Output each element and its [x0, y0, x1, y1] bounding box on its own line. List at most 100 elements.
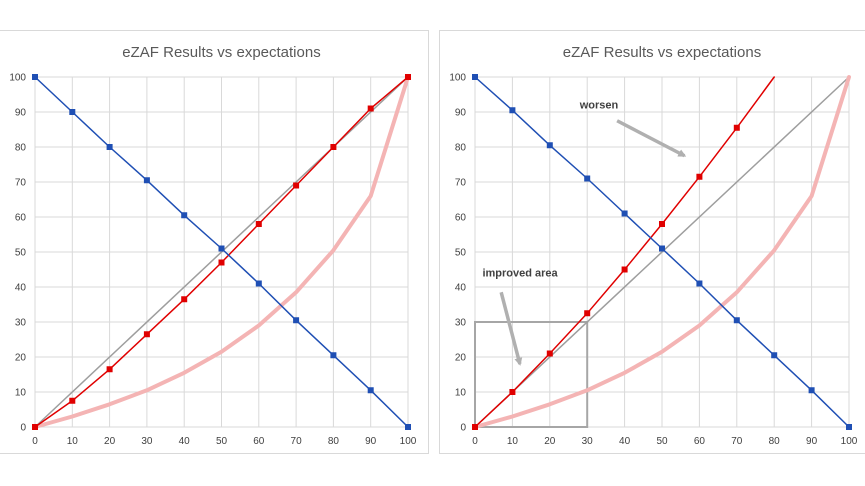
series-point-3 — [808, 387, 815, 394]
series-point-3 — [405, 424, 411, 430]
series-point-2 — [330, 144, 337, 150]
series-point-3 — [546, 142, 553, 149]
annotation-arrow — [616, 119, 687, 158]
series-point-2 — [621, 266, 628, 273]
annotation-label: worsen — [579, 100, 619, 112]
series-line-1 — [473, 75, 851, 429]
series-point-3 — [584, 175, 591, 182]
x-tick-label: 40 — [619, 436, 631, 447]
y-tick-label: 10 — [15, 388, 27, 399]
y-tick-label: 100 — [449, 73, 466, 84]
series-point-3 — [367, 387, 374, 394]
series-point-3 — [255, 280, 262, 287]
x-tick-label: 0 — [32, 436, 38, 447]
series-point-2 — [106, 366, 113, 373]
series-point-3 — [143, 177, 150, 184]
series-point-2 — [546, 350, 553, 357]
series-point-3 — [218, 245, 225, 252]
series-point-3 — [472, 74, 478, 80]
y-tick-label: 70 — [455, 178, 467, 189]
annotation-arrow — [499, 291, 523, 366]
series-point-3 — [293, 317, 300, 324]
y-tick-label: 60 — [455, 213, 467, 224]
y-tick-label: 30 — [15, 318, 27, 329]
series-point-2 — [733, 124, 740, 131]
series-point-2 — [69, 397, 76, 404]
series-point-3 — [106, 144, 113, 150]
y-tick-label: 100 — [9, 73, 26, 84]
series-point-2 — [293, 182, 300, 189]
series-point-3 — [659, 245, 665, 252]
y-tick-label: 20 — [15, 353, 27, 364]
series-point-3 — [696, 280, 703, 287]
x-tick-label: 100 — [400, 436, 417, 447]
series-line-0 — [474, 76, 850, 428]
series-point-2 — [143, 331, 150, 338]
x-tick-label: 10 — [67, 436, 79, 447]
series-point-3 — [771, 352, 778, 359]
x-tick-label: 60 — [694, 436, 706, 447]
y-tick-label: 50 — [15, 248, 27, 259]
y-tick-label: 40 — [455, 283, 467, 294]
y-tick-label: 0 — [20, 423, 26, 434]
series-point-3 — [733, 317, 740, 324]
y-tick-label: 40 — [15, 283, 27, 294]
x-tick-label: 10 — [507, 436, 519, 447]
y-tick-label: 70 — [15, 178, 27, 189]
x-tick-label: 20 — [104, 436, 116, 447]
x-tick-label: 20 — [544, 436, 556, 447]
series-point-2 — [405, 74, 411, 80]
series-point-3 — [846, 424, 852, 430]
series-point-2 — [472, 424, 478, 430]
series-line-1 — [33, 75, 410, 429]
series-point-2 — [696, 173, 703, 180]
y-tick-label: 0 — [460, 423, 466, 434]
x-tick-label: 50 — [656, 436, 668, 447]
x-tick-label: 0 — [472, 436, 478, 447]
series-point-2 — [218, 259, 225, 266]
series-point-3 — [69, 109, 76, 115]
series-point-2 — [659, 221, 665, 227]
annotation-label: improved area — [482, 268, 558, 280]
y-tick-label: 60 — [15, 213, 27, 224]
x-tick-label: 80 — [328, 436, 340, 447]
series-point-2 — [255, 221, 262, 227]
series-point-3 — [181, 212, 188, 219]
x-tick-label: 70 — [731, 436, 743, 447]
chart-panel-left: eZAF Results vs expectations 0 10 20 30 40 50 6… — [0, 30, 429, 454]
series-point-2 — [32, 424, 38, 430]
y-tick-label: 90 — [15, 108, 27, 119]
chart-right: eZAF Results vs expectations 0 10 20 30 40 50 6… — [449, 44, 858, 447]
x-tick-label: 100 — [841, 436, 858, 447]
series-point-2 — [181, 296, 188, 303]
series-point-2 — [367, 105, 374, 112]
series-point-2 — [584, 310, 591, 317]
improved-area-box — [474, 321, 589, 428]
chart-title: eZAF Results vs expectations — [122, 44, 320, 61]
series-line-0 — [34, 76, 409, 428]
series-point-3 — [32, 74, 38, 80]
x-tick-label: 50 — [216, 436, 228, 447]
y-tick-label: 10 — [455, 388, 467, 399]
x-tick-label: 90 — [806, 436, 818, 447]
x-tick-label: 80 — [769, 436, 781, 447]
y-tick-label: 50 — [455, 248, 467, 259]
y-tick-label: 30 — [455, 318, 467, 329]
chart-panel-right: eZAF Results vs expectations 0 10 20 30 40 50 6… — [439, 30, 865, 454]
x-tick-label: 30 — [141, 436, 153, 447]
x-tick-label: 60 — [253, 436, 265, 447]
y-tick-label: 90 — [455, 108, 467, 119]
x-tick-label: 90 — [365, 436, 377, 447]
x-tick-label: 30 — [582, 436, 594, 447]
series-point-2 — [509, 389, 516, 395]
y-tick-label: 80 — [455, 143, 467, 154]
series-point-3 — [621, 210, 628, 217]
x-tick-label: 40 — [179, 436, 191, 447]
chart-left: eZAF Results vs expectations 0 10 20 30 40 50 6… — [9, 44, 417, 447]
y-tick-label: 20 — [455, 353, 467, 364]
series-point-3 — [509, 107, 516, 114]
chart-title: eZAF Results vs expectations — [563, 44, 761, 61]
y-tick-label: 80 — [15, 143, 27, 154]
series-point-3 — [330, 352, 337, 359]
x-tick-label: 70 — [291, 436, 303, 447]
